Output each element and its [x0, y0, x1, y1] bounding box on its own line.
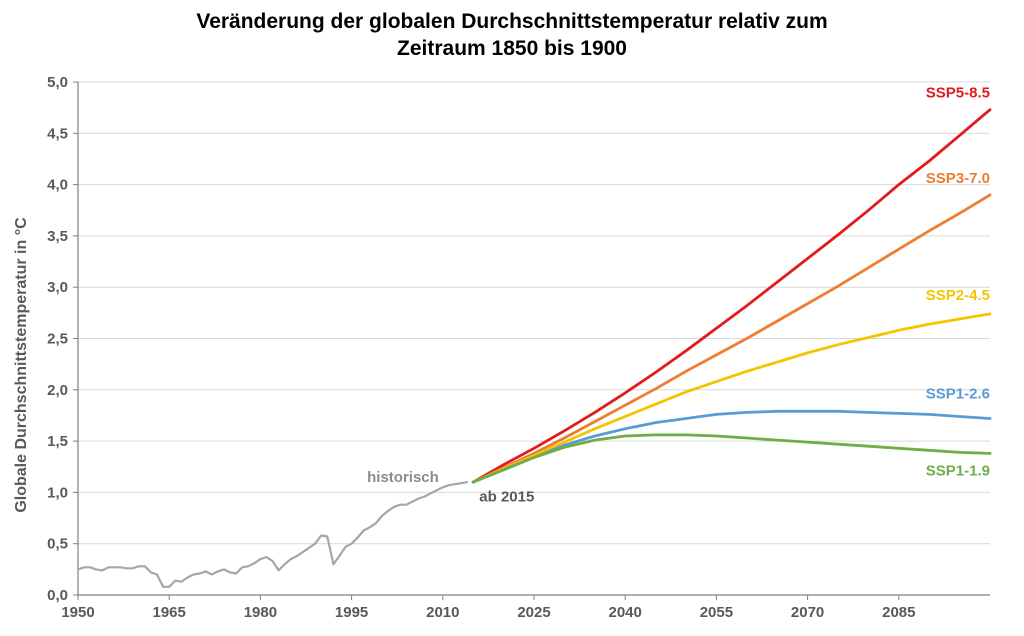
series-label-ssp1-1-9: SSP1-1.9 — [926, 462, 990, 479]
gridlines — [78, 81, 990, 545]
x-tick-label-9: 2085 — [882, 604, 915, 621]
y-tick-label-4: 2,0 — [47, 382, 68, 399]
annotation-ab-2015: ab 2015 — [479, 488, 534, 505]
y-tick-label-0: 0,0 — [47, 587, 68, 604]
series-lines — [76, 108, 992, 588]
axes — [73, 81, 990, 600]
y-tick-label-5: 2,5 — [47, 331, 68, 348]
x-tick-labels: 1950 1965 1980 1995 2010 2025 2040 2055 2070 2085 — [61, 604, 915, 621]
y-tick-label-6: 3,0 — [47, 279, 68, 296]
y-tick-label-7: 3,5 — [47, 228, 68, 245]
chart-title-line-2: Zeitraum 1850 bis 1900 — [397, 37, 627, 60]
chart-title: Veränderung der globalen Durchschnittste… — [0, 8, 1024, 62]
x-tick-label-6: 2040 — [609, 604, 642, 621]
y-tick-label-10: 5,0 — [47, 74, 68, 91]
series-line-ssp5-8-5 — [471, 108, 992, 484]
x-tick-label-5: 2025 — [517, 604, 550, 621]
y-tick-label-2: 1,0 — [47, 484, 68, 501]
series-label-ssp3-7-0: SSP3-7.0 — [926, 170, 990, 187]
x-tick-label-3: 1995 — [335, 604, 368, 621]
series-line-historisch — [76, 481, 469, 588]
series-label-ssp2-4-5: SSP2-4.5 — [926, 287, 990, 304]
series-label-ssp1-2-6: SSP1-2.6 — [926, 386, 990, 403]
series-label-ssp5-8-5: SSP5-8.5 — [926, 85, 990, 102]
x-tick-label-4: 2010 — [426, 604, 459, 621]
y-tick-label-8: 4,0 — [47, 177, 68, 194]
x-tick-label-0: 1950 — [61, 604, 94, 621]
series-line-ssp1-2-6 — [471, 409, 992, 484]
y-tick-label-3: 1,5 — [47, 433, 68, 450]
x-tick-label-2: 1980 — [244, 604, 277, 621]
series-line-ssp1-1-9 — [471, 433, 992, 484]
series-line-ssp3-7-0 — [471, 193, 992, 484]
annotation-historisch: historisch — [367, 469, 439, 486]
series-labels: SSP5-8.5 SSP3-7.0 SSP2-4.5 SSP1-2.6 SSP1-1.9 — [926, 85, 990, 480]
annotations: historisch ab 2015 — [367, 469, 534, 505]
x-tick-label-8: 2070 — [791, 604, 824, 621]
chart-title-line-1: Veränderung der globalen Durchschnittste… — [196, 10, 828, 33]
x-tick-label-7: 2055 — [700, 604, 733, 621]
y-tick-labels: 0,0 0,5 1,0 1,5 2,0 2,5 3,0 3,5 4,0 4,5 5,0 — [47, 74, 68, 604]
y-tick-label-9: 4,5 — [47, 125, 68, 142]
y-tick-label-1: 0,5 — [47, 536, 68, 553]
x-tick-label-1: 1965 — [153, 604, 186, 621]
series-line-ssp2-4-5 — [471, 312, 992, 484]
